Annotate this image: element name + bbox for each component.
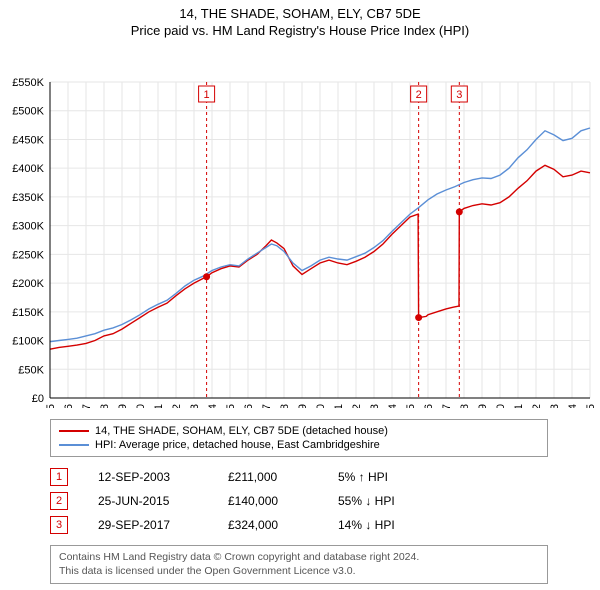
transaction-delta: 55% ↓ HPI: [338, 494, 458, 508]
footer-attribution: Contains HM Land Registry data © Crown c…: [50, 545, 548, 584]
svg-text:1996: 1996: [63, 404, 75, 408]
svg-text:2004: 2004: [207, 404, 219, 408]
legend-box: 14, THE SHADE, SOHAM, ELY, CB7 5DE (deta…: [50, 419, 548, 457]
svg-text:£500K: £500K: [12, 106, 44, 118]
footer-line1: Contains HM Land Registry data © Crown c…: [59, 551, 539, 565]
svg-text:£300K: £300K: [12, 221, 44, 233]
transaction-delta: 14% ↓ HPI: [338, 518, 458, 532]
svg-text:2021: 2021: [513, 404, 525, 408]
svg-text:2001: 2001: [153, 404, 165, 408]
svg-text:£450K: £450K: [12, 134, 44, 146]
chart-title-address: 14, THE SHADE, SOHAM, ELY, CB7 5DE: [0, 6, 600, 21]
transaction-price: £324,000: [228, 518, 338, 532]
svg-text:1995: 1995: [45, 404, 57, 408]
svg-text:1997: 1997: [81, 404, 93, 408]
transaction-date: 25-JUN-2015: [98, 494, 228, 508]
svg-text:2002: 2002: [171, 404, 183, 408]
transaction-price: £140,000: [228, 494, 338, 508]
legend-label: HPI: Average price, detached house, East…: [95, 439, 380, 451]
svg-text:£550K: £550K: [12, 77, 44, 89]
chart-area: £0 £50K £100K £150K £200K £250K £300K £350K £400…: [0, 38, 600, 413]
transaction-price: £211,000: [228, 470, 338, 484]
transaction-marker: 1: [50, 468, 68, 486]
svg-text:2020: 2020: [495, 404, 507, 408]
legend-label: 14, THE SHADE, SOHAM, ELY, CB7 5DE (deta…: [95, 425, 388, 437]
svg-text:2018: 2018: [459, 404, 471, 408]
svg-text:£350K: £350K: [12, 192, 44, 204]
svg-text:1998: 1998: [99, 404, 111, 408]
transaction-row: 3 29-SEP-2017£324,00014% ↓ HPI: [50, 513, 530, 537]
transaction-delta: 5% ↑ HPI: [338, 470, 458, 484]
legend-item: 14, THE SHADE, SOHAM, ELY, CB7 5DE (deta…: [59, 424, 539, 438]
svg-text:2009: 2009: [297, 404, 309, 408]
chart-subtitle: Price paid vs. HM Land Registry's House …: [0, 23, 600, 38]
svg-text:2016: 2016: [423, 404, 435, 408]
svg-text:2011: 2011: [333, 404, 345, 408]
svg-text:2006: 2006: [243, 404, 255, 408]
svg-text:2017: 2017: [441, 404, 453, 408]
svg-text:2022: 2022: [531, 404, 543, 408]
svg-text:2013: 2013: [369, 404, 381, 408]
transaction-marker: 3: [50, 516, 68, 534]
svg-text:£0: £0: [32, 393, 44, 405]
svg-text:2007: 2007: [261, 404, 273, 408]
svg-text:2000: 2000: [135, 404, 147, 408]
chart-titles: 14, THE SHADE, SOHAM, ELY, CB7 5DE Price…: [0, 0, 600, 38]
svg-text:2024: 2024: [567, 404, 579, 408]
footer-line2: This data is licensed under the Open Gov…: [59, 565, 539, 579]
transaction-date: 12-SEP-2003: [98, 470, 228, 484]
transaction-row: 1 12-SEP-2003£211,0005% ↑ HPI: [50, 465, 530, 489]
legend-item: HPI: Average price, detached house, East…: [59, 438, 539, 452]
svg-text:2019: 2019: [477, 404, 489, 408]
svg-text:2012: 2012: [351, 404, 363, 408]
line-chart-svg: £0 £50K £100K £150K £200K £250K £300K £350K £400…: [0, 38, 600, 408]
svg-text:2025: 2025: [585, 404, 597, 408]
svg-text:£150K: £150K: [12, 307, 44, 319]
legend-swatch: [59, 444, 89, 446]
svg-text:2003: 2003: [189, 404, 201, 408]
transaction-table: 1 12-SEP-2003£211,0005% ↑ HPI 2 25-JUN-2015…: [50, 465, 530, 537]
svg-text:2015: 2015: [405, 404, 417, 408]
svg-text:£200K: £200K: [12, 278, 44, 290]
transaction-date: 29-SEP-2017: [98, 518, 228, 532]
transaction-row: 2 25-JUN-2015£140,00055% ↓ HPI: [50, 489, 530, 513]
svg-text:2005: 2005: [225, 404, 237, 408]
svg-text:2: 2: [416, 89, 422, 101]
svg-text:£50K: £50K: [18, 364, 44, 376]
svg-text:1999: 1999: [117, 404, 129, 408]
legend-swatch: [59, 430, 89, 432]
transaction-marker: 2: [50, 492, 68, 510]
svg-text:2014: 2014: [387, 404, 399, 408]
svg-text:2008: 2008: [279, 404, 291, 408]
svg-text:3: 3: [456, 89, 462, 101]
svg-text:2010: 2010: [315, 404, 327, 408]
svg-text:2023: 2023: [549, 404, 561, 408]
svg-text:1: 1: [204, 89, 210, 101]
svg-text:£400K: £400K: [12, 163, 44, 175]
svg-text:£250K: £250K: [12, 249, 44, 261]
svg-text:£100K: £100K: [12, 336, 44, 348]
chart-container: 14, THE SHADE, SOHAM, ELY, CB7 5DE Price…: [0, 0, 600, 584]
